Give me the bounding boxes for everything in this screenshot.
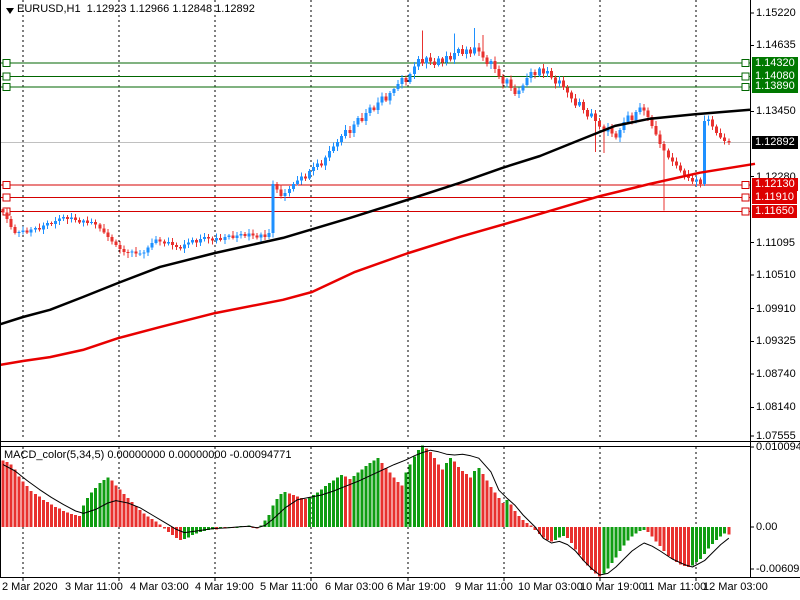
time-tick-label: 10 Mar 19:00 xyxy=(580,581,645,593)
price-tick-label: 1.07555 xyxy=(756,430,796,442)
price-axis[interactable]: 1.15220 1.14635 1.13450 1.12280 1.11095 1.105… xyxy=(750,0,800,600)
current-price-label: 1.12892 xyxy=(752,136,798,150)
macd-zero-label: 0.00 xyxy=(756,521,778,533)
time-tick-label: 6 Mar 19:00 xyxy=(387,581,446,593)
price-tick-label: 1.08740 xyxy=(756,367,796,380)
resistance-price-label: 1.13890 xyxy=(752,80,798,94)
support-price-label: 1.11910 xyxy=(752,190,797,204)
resistance-line[interactable] xyxy=(0,72,750,81)
resistance-price-label: 1.14320 xyxy=(752,56,798,70)
time-tick-label: 10 Mar 03:00 xyxy=(518,581,583,593)
macd-min-label: -0.0060959 xyxy=(756,563,800,575)
support-line[interactable] xyxy=(0,181,750,189)
resistance-price-label: 1.14080 xyxy=(752,69,798,83)
time-tick-label: 9 Mar 11:00 xyxy=(455,581,513,593)
time-tick-label: 6 Mar 03:00 xyxy=(325,581,384,593)
vertical-gridlines xyxy=(22,0,697,577)
time-tick-label: 4 Mar 19:00 xyxy=(195,581,254,593)
price-tick-label: 1.11095 xyxy=(756,236,795,249)
price-tick-label: 1.08140 xyxy=(756,401,796,414)
time-tick-label: 12 Mar 03:00 xyxy=(703,581,768,593)
macd-max-label: 0.0100941 xyxy=(756,441,800,453)
pane-borders xyxy=(0,0,800,578)
slow-ma-line xyxy=(0,162,756,367)
support-price-label: 1.11650 xyxy=(752,205,797,219)
symbol-dropdown-icon[interactable] xyxy=(6,8,14,14)
time-tick-label: 2 Mar 2020 xyxy=(2,581,58,593)
support-line[interactable] xyxy=(0,193,750,202)
time-axis[interactable]: 2 Mar 2020 3 Mar 11:00 4 Mar 03:00 4 Mar 19… xyxy=(0,578,800,600)
fast-ma-line xyxy=(0,108,751,326)
indicator-label: MACD_color(5,34,5) 0.00000000 0.00000000… xyxy=(4,449,292,461)
price-tick-label: 1.09910 xyxy=(756,302,796,315)
axis-ticks xyxy=(22,12,754,581)
price-tick-label: 1.09325 xyxy=(756,335,796,348)
macd-signal-line xyxy=(2,449,730,576)
time-tick-label: 4 Mar 03:00 xyxy=(130,581,189,593)
time-tick-label: 3 Mar 11:00 xyxy=(65,581,123,593)
time-tick-label: 5 Mar 11:00 xyxy=(260,581,318,593)
price-tick-label: 1.10510 xyxy=(756,269,796,282)
candlesticks xyxy=(1,27,731,259)
resistance-line[interactable] xyxy=(0,83,750,91)
support-price-label: 1.12130 xyxy=(752,178,798,192)
chart-title-ohlc: EURUSD,H1 1.12923 1.12966 1.12848 1.1289… xyxy=(17,3,255,15)
resistance-line[interactable] xyxy=(0,59,750,67)
macd-histogram xyxy=(1,445,731,577)
time-tick-label: 11 Mar 11:00 xyxy=(643,581,707,593)
price-tick-label: 1.13450 xyxy=(756,105,796,118)
price-tick-label: 1.15220 xyxy=(756,6,796,19)
price-tick-label: 1.14635 xyxy=(756,39,796,52)
